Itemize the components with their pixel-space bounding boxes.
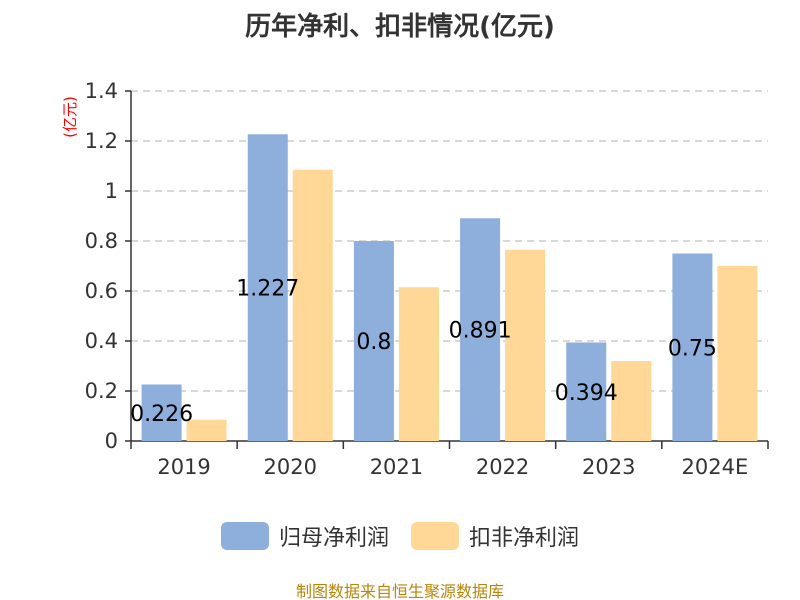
bar-deducted-profit bbox=[186, 419, 227, 441]
data-label-net-profit: 1.227 bbox=[236, 277, 299, 302]
y-tick-label: 1 bbox=[105, 179, 118, 203]
data-label-net-profit: 0.394 bbox=[555, 381, 618, 406]
x-tick-label: 2024E bbox=[682, 455, 749, 479]
data-label-net-profit: 0.8 bbox=[356, 330, 391, 355]
data-label-net-profit: 0.226 bbox=[130, 402, 193, 427]
y-axis-label: (亿元) bbox=[61, 96, 79, 138]
bar-deducted-profit bbox=[611, 361, 652, 441]
data-label-net-profit: 0.891 bbox=[449, 319, 512, 344]
bar-deducted-profit bbox=[292, 169, 333, 441]
y-tick-label: 0.4 bbox=[85, 329, 118, 353]
bar-deducted-profit bbox=[505, 249, 546, 441]
bar-net-profit bbox=[566, 342, 607, 441]
x-tick-label: 2019 bbox=[157, 455, 210, 479]
legend-item-deducted-profit[interactable]: 扣非净利润 bbox=[411, 520, 579, 552]
bar-net-profit bbox=[353, 241, 394, 441]
y-tick-label: 0.6 bbox=[85, 279, 118, 303]
legend: 归母净利润 扣非净利润 bbox=[0, 520, 800, 552]
bar-deducted-profit bbox=[717, 266, 758, 441]
bar-net-profit bbox=[247, 134, 288, 441]
chart-title: 历年净利、扣非情况(亿元) bbox=[245, 12, 555, 42]
x-tick-label: 2022 bbox=[476, 455, 529, 479]
x-tick-label: 2021 bbox=[370, 455, 423, 479]
legend-item-net-profit[interactable]: 归母净利润 bbox=[220, 520, 389, 552]
legend-label-deducted-profit: 扣非净利润 bbox=[469, 526, 580, 551]
bar-net-profit bbox=[141, 384, 182, 441]
y-tick-label: 1.4 bbox=[85, 79, 118, 103]
legend-swatch-net-profit bbox=[220, 522, 269, 550]
bars bbox=[141, 134, 758, 441]
y-tick-label: 0.8 bbox=[85, 229, 118, 253]
source-note: 制图数据来自恒生聚源数据库 bbox=[295, 582, 504, 600]
axes: 0 0.2 0.4 0.6 0.8 1 1.2 1.4 (亿元) 2019 2020 2021 2022… bbox=[61, 79, 769, 479]
y-tick-label: 0.2 bbox=[85, 379, 118, 403]
y-tick-label: 0 bbox=[105, 429, 118, 453]
legend-label-net-profit: 归母净利润 bbox=[278, 526, 389, 551]
x-tick-label: 2020 bbox=[264, 455, 317, 479]
grid-lines bbox=[131, 90, 768, 392]
bar-deducted-profit bbox=[398, 287, 439, 441]
data-labels: 0.226 1.227 0.8 0.891 0.394 0.75 bbox=[130, 277, 717, 427]
bar-net-profit bbox=[460, 218, 501, 441]
bar-net-profit bbox=[672, 253, 713, 441]
x-tick-label: 2023 bbox=[582, 455, 635, 479]
data-label-net-profit: 0.75 bbox=[668, 336, 717, 361]
y-tick-label: 1.2 bbox=[85, 129, 118, 153]
legend-swatch-deducted-profit bbox=[411, 522, 459, 550]
